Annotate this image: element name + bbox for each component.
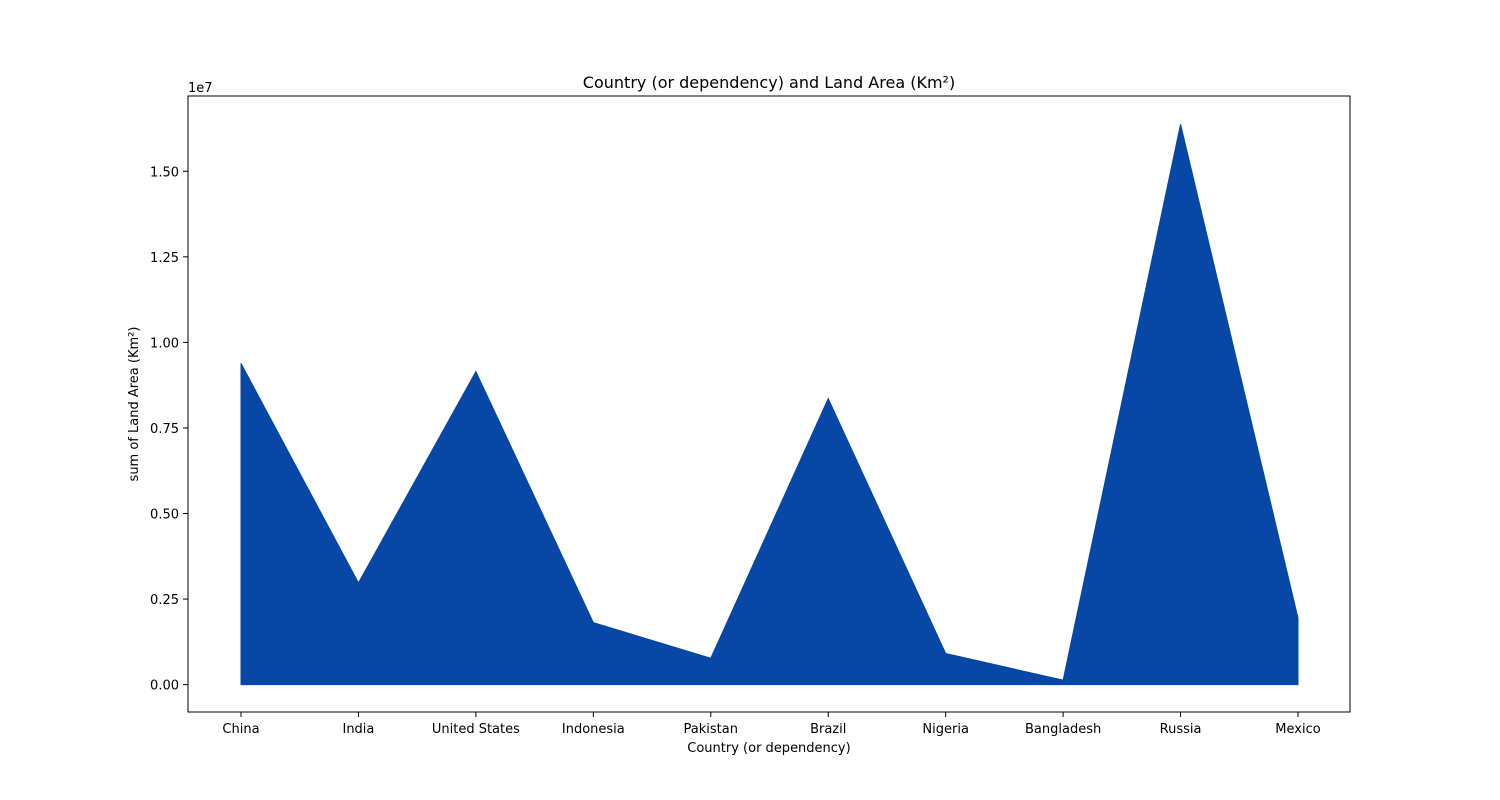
y-tick-label: 0.25 xyxy=(150,593,179,608)
x-tick-label: Russia xyxy=(1160,722,1202,737)
x-tick-label: India xyxy=(342,722,374,737)
area-layer xyxy=(240,124,1299,686)
x-tick-label: Pakistan xyxy=(684,722,738,737)
y-tick-label: 0.00 xyxy=(150,679,179,694)
y-axis-label: sum of Land Area (Km²) xyxy=(127,327,142,482)
x-tick-label: Indonesia xyxy=(562,722,625,737)
x-tick-label: United States xyxy=(432,722,520,737)
y-offset-label: 1e7 xyxy=(188,81,213,96)
x-tick-label: Nigeria xyxy=(922,722,969,737)
chart-title: Country (or dependency) and Land Area (K… xyxy=(583,73,955,92)
x-tick-label: Mexico xyxy=(1275,722,1320,737)
y-tick-label: 1.25 xyxy=(150,251,179,266)
y-tick-label: 0.75 xyxy=(150,422,179,437)
x-axis-label: Country (or dependency) xyxy=(687,741,850,756)
area-series xyxy=(240,124,1299,686)
x-tick-label: Bangladesh xyxy=(1025,722,1101,737)
y-tick-label: 1.00 xyxy=(150,336,179,351)
y-tick-label: 0.50 xyxy=(150,508,179,523)
y-tick-label: 1.50 xyxy=(150,165,179,180)
x-axis: China India United States Indonesia Pakistan… xyxy=(222,712,1321,737)
plot-frame xyxy=(187,95,1351,713)
x-tick-label: China xyxy=(222,722,259,737)
y-axis: 0.00 0.25 0.50 0.75 1.00 1.25 1.50 xyxy=(150,165,188,694)
x-tick-label: Brazil xyxy=(810,722,846,737)
